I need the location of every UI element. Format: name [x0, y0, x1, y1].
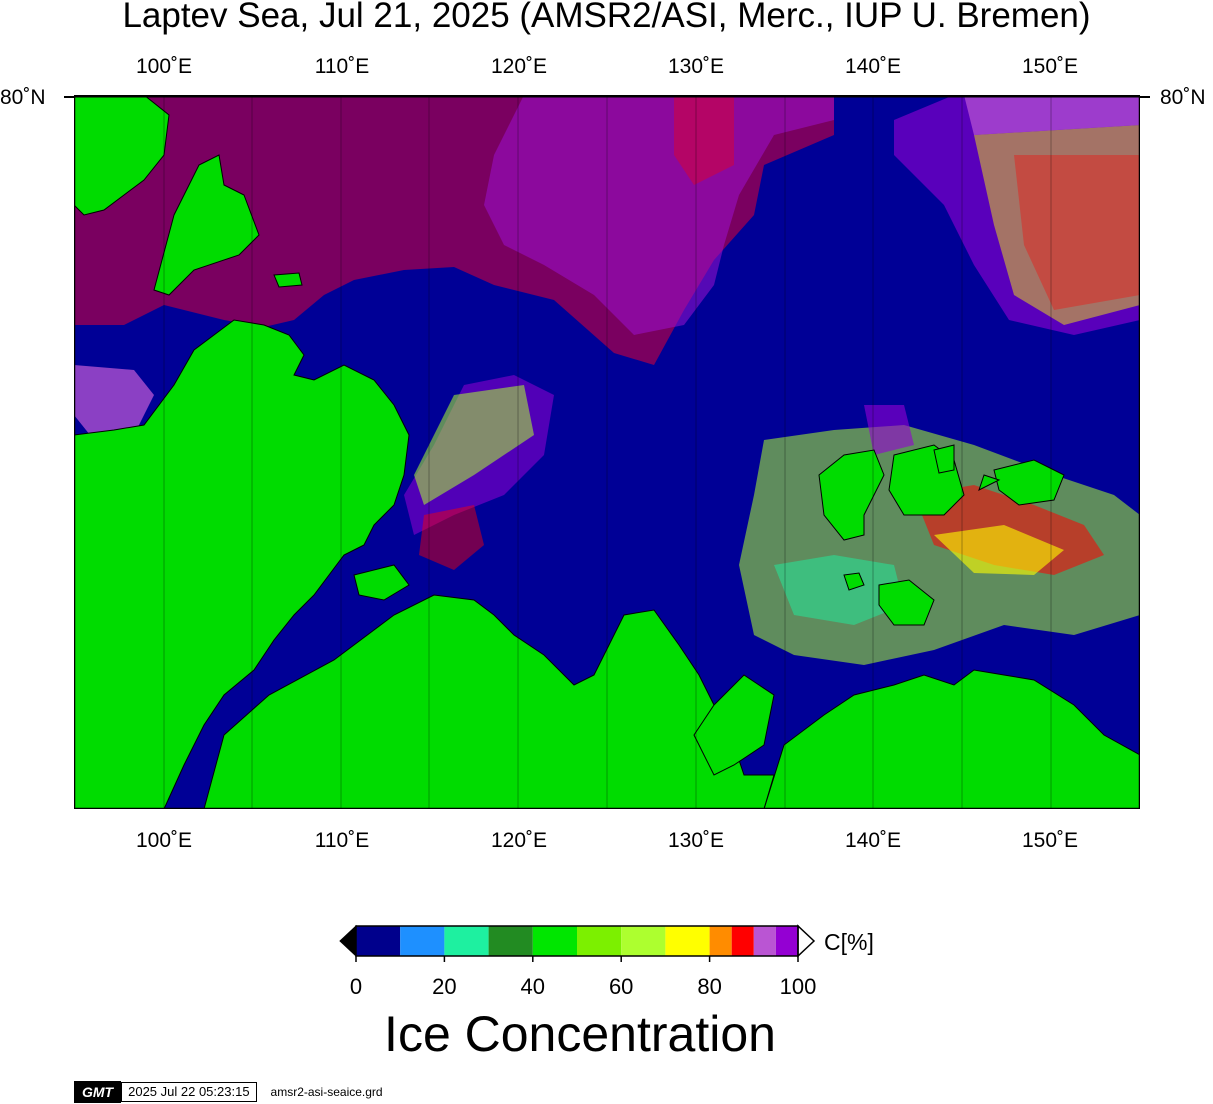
lon-label-top-130: 130˚E: [667, 55, 725, 78]
colorbar-bin-4: [532, 926, 577, 956]
bennett-island-b: [978, 474, 1001, 491]
lat-label-right: 80˚N: [1160, 86, 1206, 109]
colorbar-tick-label-0: 0: [349, 974, 363, 999]
lon-label-bottom-100: 100˚E: [135, 829, 193, 852]
lyakhovsky-island: [878, 579, 935, 626]
ice-band-central: [404, 375, 554, 570]
colorbar-frame: [355, 925, 799, 957]
lon-label-bottom-140: 140˚E: [844, 829, 902, 852]
lon-label-bottom-120: 120˚E: [490, 829, 548, 852]
colorbar-bin-9: [731, 926, 754, 956]
colorbar-tick-label-100: 100: [779, 974, 817, 999]
lon-label-top-100: 100˚E: [135, 55, 193, 78]
colorbar-bin-7: [665, 926, 710, 956]
lat-label-left: 80˚N: [0, 86, 46, 109]
lon-label-bottom-110: 110˚E: [314, 829, 370, 852]
ice-pack-northeast: [894, 95, 1140, 335]
graticule: [163, 95, 1052, 809]
ice-pack-northwest: [74, 95, 834, 365]
east-siberian-coast: [763, 669, 1140, 809]
legend-title: Ice Concentration: [384, 1006, 776, 1062]
colorbar-tick-label-40: 40: [520, 974, 546, 999]
colorbar-unit: C[%]: [824, 929, 874, 955]
lon-label-top-110: 110˚E: [314, 55, 370, 78]
faddeyevsky-island: [933, 444, 955, 474]
lon-label-top-150: 150˚E: [1021, 55, 1079, 78]
lon-label-bottom-150: 150˚E: [1021, 829, 1079, 852]
lon-label-top-140: 140˚E: [844, 55, 902, 78]
gmt-logo: GMT: [74, 1081, 122, 1103]
lat-tick-left: [64, 96, 74, 98]
colorbar-bin-5: [577, 926, 622, 956]
colorbar-over-triangle: [797, 924, 816, 958]
islet-b: [843, 572, 865, 591]
islet-a: [273, 272, 303, 288]
colorbar-under-triangle: [339, 924, 357, 958]
timestamp: 2025 Jul 22 05:23:15: [121, 1082, 257, 1102]
colorbar-tick-label-20: 20: [432, 974, 457, 999]
colorbar-bin-11: [775, 926, 798, 956]
kotelny-island: [818, 449, 885, 541]
filename: amsr2-asi-seaice.grd: [270, 1085, 383, 1099]
bennett-island-a: [993, 459, 1065, 506]
colorbar-tick-label-60: 60: [608, 974, 634, 999]
colorbar-bin-10: [753, 926, 776, 956]
taymyr-peninsula: [74, 319, 410, 809]
colorbar: [339, 924, 816, 962]
severnaya-zemlya-west: [74, 95, 170, 216]
lon-label-bottom-130: 130˚E: [667, 829, 725, 852]
colorbar-bin-1: [400, 926, 445, 956]
colorbar-tick-label-80: 80: [697, 974, 722, 999]
lena-delta-east: [693, 674, 775, 776]
land-masses: [74, 95, 1140, 809]
lat-tick-right: [1140, 96, 1150, 98]
sea-ice-map: [74, 95, 1140, 809]
colorbar-bin-6: [621, 926, 666, 956]
colorbar-bin-0: [356, 926, 401, 956]
lon-label-top-120: 120˚E: [490, 55, 548, 78]
colorbar-bin-3: [488, 926, 533, 956]
colorbar-bin-2: [444, 926, 489, 956]
begichev-island: [353, 564, 410, 601]
ice-patch-west: [74, 365, 154, 440]
footer: GMT 2025 Jul 22 05:23:15 amsr2-asi-seaic…: [74, 1081, 383, 1103]
colorbar-bin-8: [709, 926, 732, 956]
map-title: Laptev Sea, Jul 21, 2025 (AMSR2/ASI, Mer…: [122, 0, 1091, 35]
